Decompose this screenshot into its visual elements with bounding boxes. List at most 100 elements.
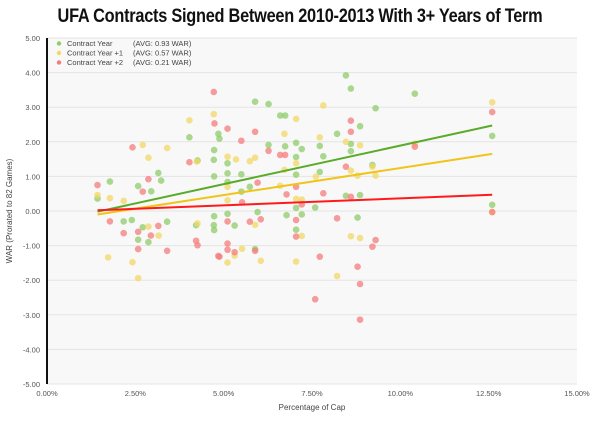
- data-point-contract-year-plus-2: [163, 247, 171, 255]
- data-point-contract-year-plus-1: [312, 173, 320, 181]
- data-point-contract-year-plus-2: [320, 190, 327, 197]
- data-point-contract-year-plus-1: [356, 234, 364, 242]
- data-point-contract-year: [265, 100, 272, 108]
- trend-lines: [97, 124, 493, 216]
- data-point-contract-year-plus-1: [139, 141, 147, 149]
- data-point-contract-year-plus-1: [193, 158, 201, 165]
- x-axis-ticks: 0.00% 2.50% 5.00% 7.50% 10.00% 12.50% 15.00%: [36, 389, 590, 398]
- data-point-contract-year: [342, 192, 350, 200]
- data-point-contract-year-plus-2: [194, 241, 201, 249]
- data-point-contract-year: [488, 132, 496, 140]
- data-point-contract-year-plus-2: [211, 120, 218, 127]
- data-point-contract-year-plus-1: [347, 167, 355, 174]
- y-tick-label: -5.00: [23, 380, 40, 389]
- data-point-contract-year-plus-2: [94, 181, 101, 189]
- data-point-contract-year: [283, 211, 290, 219]
- data-point-contract-year-plus-1: [372, 172, 379, 180]
- data-point-contract-year-plus-1: [320, 102, 327, 109]
- data-point-contract-year-plus-2: [129, 144, 136, 151]
- data-point-contract-year-plus-2: [145, 175, 152, 183]
- legend-average: (AVG: 0.57 WAR): [133, 49, 192, 58]
- y-axis-ticks: 5.00 4.00 3.00 2.00 1.00 0.00 -1.00 -2.00 -3.00 -…: [23, 34, 40, 389]
- data-point-contract-year-plus-2: [224, 240, 231, 247]
- data-point-contract-year: [215, 130, 222, 138]
- data-point-contract-year-plus-1: [145, 154, 152, 162]
- data-point-contract-year: [347, 140, 355, 148]
- data-point-contract-year-plus-2: [276, 151, 284, 159]
- data-point-contract-year-plus-1: [292, 115, 300, 123]
- data-point-contract-year: [251, 98, 259, 105]
- data-point-contract-year: [210, 212, 218, 220]
- data-point-contract-year-plus-2: [155, 222, 162, 230]
- data-point-contract-year-plus-2: [283, 191, 290, 198]
- x-tick-label: 2.50%: [125, 389, 147, 398]
- data-point-contract-year-plus-2: [488, 208, 496, 216]
- data-point-contract-year-plus-1: [246, 157, 254, 165]
- data-point-contract-year: [316, 142, 324, 150]
- data-point-contract-year-plus-2: [120, 229, 127, 237]
- data-point-contract-year: [347, 147, 355, 155]
- data-point-contract-year: [210, 173, 218, 180]
- data-point-contract-year-plus-2: [333, 214, 341, 222]
- data-point-contract-year-plus-2: [411, 143, 419, 150]
- data-point-contract-year-plus-1: [186, 117, 193, 124]
- data-point-contract-year-plus-2: [292, 216, 300, 224]
- data-point-contract-year-plus-2: [251, 247, 259, 255]
- data-point-contract-year-plus-1: [316, 134, 324, 141]
- y-axis-label: WAR (Prorated to 82 Games): [5, 158, 14, 263]
- legend: Contract Year (AVG: 0.93 WAR) Contract Yea…: [56, 39, 192, 67]
- x-tick-label: 0.00%: [36, 389, 58, 398]
- data-point-contract-year: [145, 238, 152, 246]
- chart-title: UFA Contracts Signed Between 2010-2013 W…: [57, 6, 543, 27]
- data-point-contract-year-plus-1: [106, 194, 114, 202]
- data-point-contract-year-plus-1: [134, 274, 142, 282]
- data-point-contract-year-plus-1: [94, 191, 101, 199]
- x-tick-label: 12.50%: [476, 389, 502, 398]
- data-point-contract-year-plus-2: [106, 218, 114, 225]
- legend-marker: [56, 50, 62, 56]
- data-point-contract-year: [210, 226, 218, 234]
- y-tick-label: 3.00: [25, 103, 40, 112]
- data-point-contract-year: [106, 178, 114, 185]
- data-point-contract-year: [157, 177, 165, 184]
- data-point-contract-year-plus-2: [347, 128, 355, 136]
- data-point-contract-year: [134, 182, 142, 190]
- x-tick-label: 5.00%: [213, 389, 235, 398]
- data-point-contract-year-plus-1: [356, 141, 364, 149]
- data-point-contract-year: [120, 218, 127, 225]
- data-point-contract-year-plus-2: [186, 158, 193, 166]
- data-point-contract-year: [292, 171, 300, 178]
- legend-label: Contract Year: [67, 39, 113, 48]
- data-point-contract-year-plus-2: [372, 236, 379, 244]
- data-point-contract-year-plus-1: [281, 130, 288, 138]
- data-point-contract-year-plus-1: [342, 138, 350, 146]
- data-point-contract-year-plus-2: [257, 216, 265, 223]
- data-point-contract-year-plus-2: [139, 188, 147, 195]
- data-point-contract-year-plus-2: [246, 218, 254, 226]
- x-tick-label: 10.00%: [388, 389, 414, 398]
- data-point-contract-year-plus-2: [354, 263, 361, 271]
- data-point-contract-year: [372, 104, 379, 112]
- data-point-contract-year-plus-1: [120, 197, 127, 205]
- trend-line-1: [97, 152, 493, 216]
- data-point-contract-year: [254, 208, 261, 216]
- data-point-contract-year-plus-1: [210, 110, 218, 118]
- legend-average: (AVG: 0.93 WAR): [133, 39, 192, 48]
- data-point-contract-year-plus-2: [134, 228, 142, 236]
- data-point-contract-year-plus-2: [356, 280, 364, 288]
- data-point-contract-year-plus-2: [238, 137, 245, 145]
- data-point-contract-year: [147, 187, 155, 195]
- data-point-contract-year-plus-1: [369, 163, 376, 171]
- y-tick-label: -4.00: [23, 345, 40, 354]
- data-point-contract-year-plus-1: [224, 259, 231, 266]
- data-point-contract-year-plus-1: [194, 220, 201, 227]
- data-point-contract-year: [292, 204, 300, 212]
- data-point-contract-year: [354, 214, 361, 221]
- data-point-contract-year: [292, 153, 300, 161]
- data-point-contract-year-plus-1: [292, 258, 300, 265]
- data-point-contract-year: [134, 236, 142, 244]
- data-point-contract-year-plus-2: [215, 252, 222, 260]
- data-point-contract-year-plus-1: [488, 99, 496, 106]
- data-point-contract-year: [356, 191, 364, 199]
